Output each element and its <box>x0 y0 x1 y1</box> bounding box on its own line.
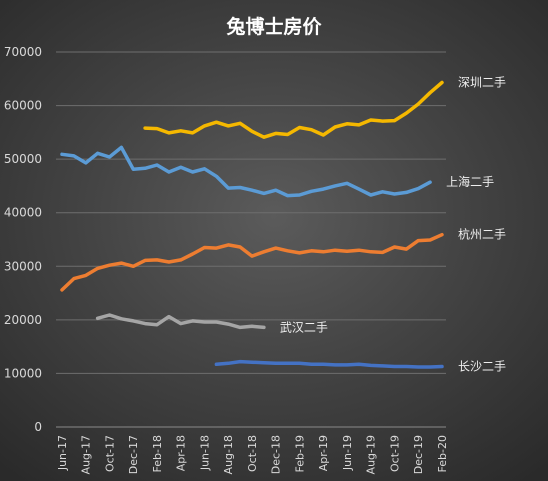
y-tick-label: 70000 <box>4 45 42 59</box>
x-tick-label: Feb-20 <box>436 435 449 472</box>
chart-title: 兔博士房价 <box>225 15 322 38</box>
series-line <box>214 359 444 369</box>
x-tick-label: Oct-18 <box>246 435 259 472</box>
x-tick-label: Oct-17 <box>103 435 116 472</box>
x-tick-label: Feb-19 <box>293 435 306 472</box>
series-line <box>95 313 266 330</box>
series-label: 上海二手 <box>446 174 494 189</box>
x-tick-label: Jun-19 <box>341 435 354 471</box>
series-label: 深圳二手 <box>458 76 506 90</box>
x-tick-label: Oct-19 <box>388 435 401 472</box>
x-tick-label: Dec-17 <box>127 435 140 474</box>
series-label: 杭州二手 <box>458 227 506 242</box>
y-tick-label: 10000 <box>4 366 42 380</box>
x-tick-label: Aug-18 <box>222 435 235 474</box>
x-tick-label: Aug-17 <box>80 435 93 474</box>
y-tick-label: 20000 <box>4 313 42 327</box>
y-tick-label: 0 <box>34 420 42 434</box>
x-tick-label: Jun-18 <box>198 435 211 471</box>
series-label: 武汉二手 <box>280 320 328 334</box>
series-line <box>143 80 444 139</box>
x-tick-label: Jun-17 <box>56 435 69 471</box>
y-tick-label: 60000 <box>4 99 42 113</box>
x-tick-label: Apr-19 <box>317 435 330 471</box>
series-label: 长沙二手 <box>458 359 506 373</box>
x-tick-label: Aug-19 <box>365 435 378 474</box>
y-tick-label: 40000 <box>4 206 42 220</box>
x-tick-label: Dec-19 <box>412 435 425 474</box>
x-tick-label: Apr-18 <box>175 435 188 471</box>
x-tick-label: Dec-18 <box>270 435 283 474</box>
series-line <box>60 232 444 292</box>
y-tick-label: 50000 <box>4 152 42 166</box>
y-tick-label: 30000 <box>4 259 42 273</box>
series-line <box>60 145 432 198</box>
x-tick-label: Feb-18 <box>151 435 164 472</box>
